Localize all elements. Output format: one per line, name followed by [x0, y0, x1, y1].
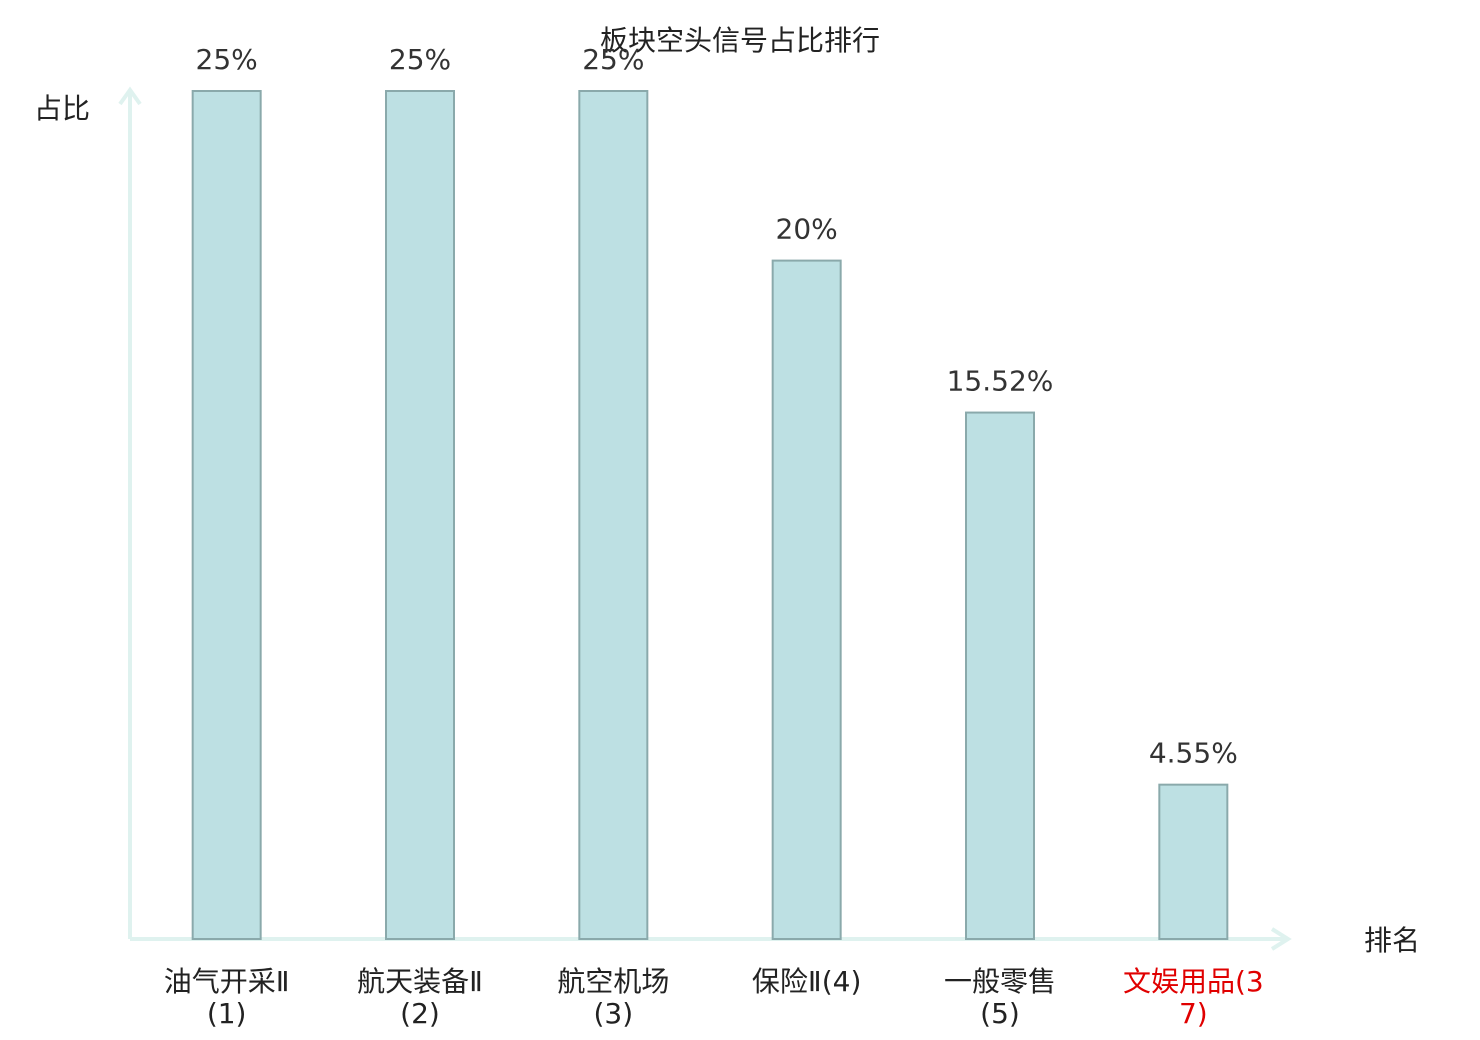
x-tick-label: 文娱用品(37)	[1122, 965, 1264, 1030]
x-tick-label: 航天装备Ⅱ(2)	[357, 965, 483, 1030]
data-label: 20%	[776, 213, 838, 246]
y-axis-arrow	[118, 86, 142, 106]
x-axis-label: 排名	[1364, 924, 1420, 957]
x-tick-label: 保险Ⅱ(4)	[751, 965, 862, 998]
bar	[578, 90, 649, 940]
data-label: 25%	[582, 43, 644, 76]
bar	[771, 259, 842, 941]
data-label: 15.52%	[947, 365, 1054, 398]
bar	[965, 411, 1035, 941]
x-tick-label: 油气开采Ⅱ(1)	[163, 965, 290, 1030]
x-tick-label: 一般零售(5)	[943, 965, 1056, 1030]
chart-title: 板块空头信号占比排行	[600, 24, 880, 57]
data-label: 25%	[196, 43, 258, 76]
bar	[1158, 783, 1229, 940]
data-label: 4.55%	[1149, 737, 1238, 770]
data-label: 25%	[389, 43, 451, 76]
axes	[118, 86, 1292, 951]
bar	[191, 90, 262, 940]
x-tick-label: 航空机场(3)	[557, 965, 670, 1030]
x-axis-arrow	[1270, 927, 1292, 951]
y-axis-label: 占比	[34, 92, 90, 125]
bar	[385, 90, 455, 940]
